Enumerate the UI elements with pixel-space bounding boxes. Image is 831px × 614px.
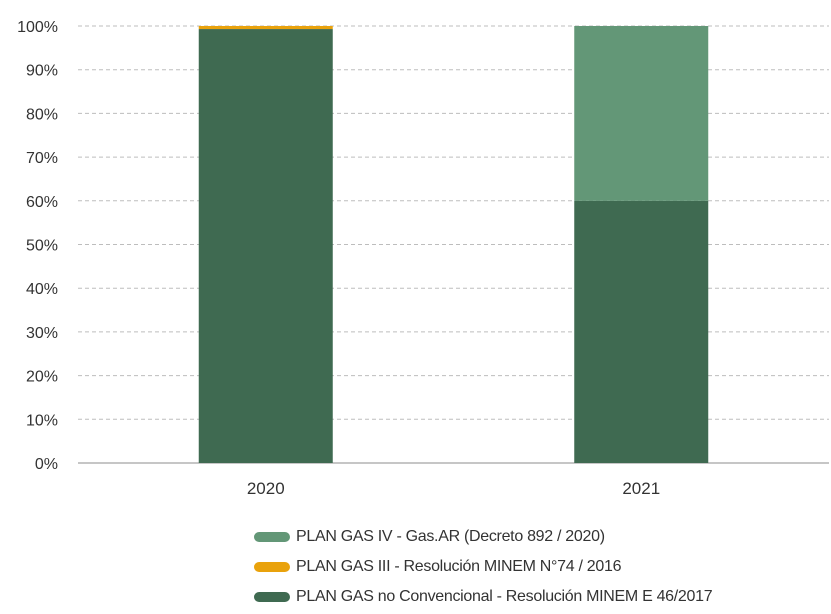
x-tick-label: 2020	[247, 479, 285, 498]
y-tick-label: 70%	[26, 150, 58, 167]
bar-segment	[198, 26, 333, 30]
bar-segment	[574, 200, 709, 464]
legend-swatch	[254, 592, 290, 602]
y-tick-label: 60%	[26, 194, 58, 211]
bar-segment	[574, 26, 709, 201]
y-tick-label: 100%	[17, 19, 58, 36]
y-tick-label: 10%	[26, 412, 58, 429]
legend-label: PLAN GAS III - Resolución MINEM N°74 / 2…	[296, 558, 622, 575]
y-tick-label: 20%	[26, 369, 58, 386]
x-tick-label: 2021	[622, 479, 660, 498]
legend-swatch	[254, 562, 290, 572]
chart-canvas: 0% 10% 20% 30% 40% 50% 60% 70% 80% 90% 100% 2020 202…	[17, 19, 829, 498]
legend-item: PLAN GAS III - Resolución MINEM N°74 / 2…	[254, 552, 814, 582]
legend-item: PLAN GAS IV - Gas.AR (Decreto 892 / 2020…	[254, 522, 814, 552]
y-tick-label: 40%	[26, 281, 58, 298]
chart-legend: PLAN GAS IV - Gas.AR (Decreto 892 / 2020…	[254, 522, 814, 612]
y-tick-label: 50%	[26, 238, 58, 255]
legend-label: PLAN GAS no Convencional - Resolución MI…	[296, 588, 713, 605]
bar-segment	[198, 29, 333, 464]
y-tick-label: 30%	[26, 325, 58, 342]
legend-item: PLAN GAS no Convencional - Resolución MI…	[254, 582, 814, 612]
legend-swatch	[254, 532, 290, 542]
y-tick-label: 80%	[26, 106, 58, 123]
y-tick-label: 90%	[26, 63, 58, 80]
legend-label: PLAN GAS IV - Gas.AR (Decreto 892 / 2020…	[296, 528, 605, 545]
y-tick-label: 0%	[35, 456, 58, 473]
